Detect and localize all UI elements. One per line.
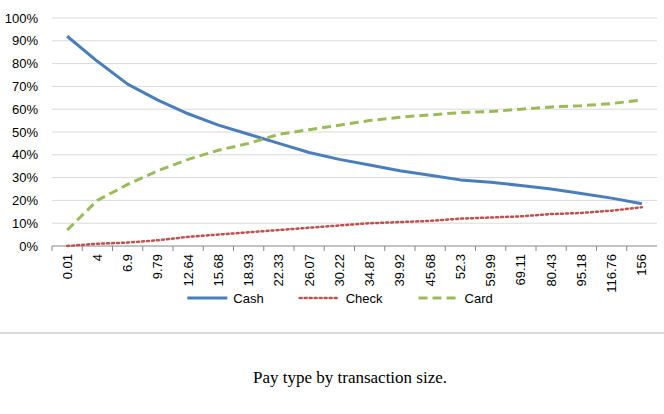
x-tick [173,246,174,251]
x-tick-label: 6.9 [120,254,135,272]
y-tick-label: 50% [12,125,38,140]
x-tick-label: 15.68 [211,254,226,287]
grid-line [52,223,657,224]
legend-swatch [419,297,459,300]
x-tick [324,246,325,251]
legend: Cash Check Card [187,291,492,306]
x-tick [536,246,537,251]
x-tick [233,246,234,251]
legend-swatch [187,297,227,300]
x-tick-label: 95.18 [574,254,589,287]
x-tick-label: 156 [634,254,649,276]
x-tick-label: 52.3 [453,254,468,279]
x-tick-label: 22.33 [271,254,286,287]
y-tick-label: 30% [12,170,38,185]
x-tick [384,246,385,251]
legend-label: Cash [233,291,263,306]
x-tick [294,246,295,251]
series-line [67,207,642,246]
x-tick [112,246,113,251]
y-tick-label: 80% [12,56,38,71]
x-tick [596,246,597,251]
y-tick-label: 0% [19,239,38,254]
y-tick-label: 40% [12,147,38,162]
legend-label: Card [465,291,493,306]
x-tick [626,246,627,251]
x-tick-label: 69.11 [513,254,528,286]
grid-line [52,18,657,19]
legend-label: Check [346,291,383,306]
x-tick [415,246,416,251]
y-tick-label: 60% [12,102,38,117]
series-line [67,100,642,230]
y-tick-label: 70% [12,79,38,94]
chart: 0% 10% 20% 30% 40% 50% 60% 70% 80% 90% 100% 0.01 4 6.… [0,0,664,414]
grid-line [52,200,657,201]
x-tick [82,246,83,251]
plot-area [67,36,642,246]
caption: Pay type by transaction size. [253,368,447,387]
x-tick-label: 26.07 [302,254,317,287]
x-tick [505,246,506,251]
x-tick-label: 59.99 [483,254,498,287]
separator [0,333,664,334]
x-tick-label: 34.87 [362,254,377,287]
x-tick-label: 30.22 [332,254,347,287]
series-line [67,36,642,204]
x-tick-label: 39.92 [392,254,407,287]
y-tick-label: 90% [12,33,38,48]
y-tick-label: 10% [12,216,38,231]
legend-swatch [300,297,340,300]
grid-line [52,86,657,87]
x-tick-label: 0.01 [60,254,75,279]
x-tick [566,246,567,251]
x-tick-label: 12.64 [181,254,196,287]
x-tick [263,246,264,251]
grid-line [52,109,657,110]
x-tick [142,246,143,251]
x-tick [445,246,446,251]
x-tick-label: 45.68 [423,254,438,287]
x-tick [52,246,53,251]
y-tick-label: 20% [12,193,38,208]
x-tick [475,246,476,251]
y-tick-label: 100% [5,11,39,26]
x-tick [354,246,355,251]
x-tick-label: 18.93 [241,254,256,287]
x-tick-label: 4 [90,254,105,261]
grid-line [52,63,657,64]
grid-line [52,40,657,41]
x-tick-label: 116.76 [604,254,619,293]
grid-line [52,177,657,178]
grid-line [52,154,657,155]
x-tick [203,246,204,251]
x-tick-label: 80.43 [544,254,559,287]
x-tick-label: 9.79 [150,254,165,279]
grid-line [52,132,657,133]
